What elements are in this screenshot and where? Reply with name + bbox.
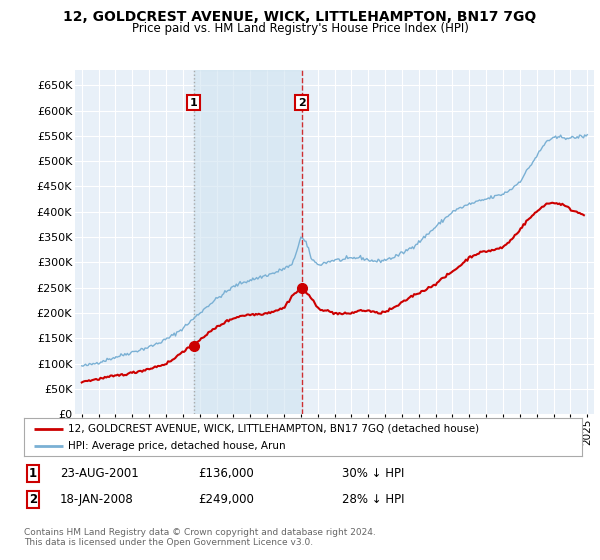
Text: 1: 1 [190,97,197,108]
Text: Price paid vs. HM Land Registry's House Price Index (HPI): Price paid vs. HM Land Registry's House … [131,22,469,35]
Text: £249,000: £249,000 [198,493,254,506]
Text: Contains HM Land Registry data © Crown copyright and database right 2024.
This d: Contains HM Land Registry data © Crown c… [24,528,376,547]
Text: 30% ↓ HPI: 30% ↓ HPI [342,466,404,480]
Text: 2: 2 [298,97,305,108]
Text: 23-AUG-2001: 23-AUG-2001 [60,466,139,480]
Bar [194,70,302,414]
Text: 12, GOLDCREST AVENUE, WICK, LITTLEHAMPTON, BN17 7GQ (detached house): 12, GOLDCREST AVENUE, WICK, LITTLEHAMPTO… [68,423,479,433]
Text: 28% ↓ HPI: 28% ↓ HPI [342,493,404,506]
Text: 1: 1 [29,466,37,480]
Text: 18-JAN-2008: 18-JAN-2008 [60,493,134,506]
Text: HPI: Average price, detached house, Arun: HPI: Average price, detached house, Arun [68,441,285,451]
Text: 12, GOLDCREST AVENUE, WICK, LITTLEHAMPTON, BN17 7GQ: 12, GOLDCREST AVENUE, WICK, LITTLEHAMPTO… [64,10,536,24]
Text: £136,000: £136,000 [198,466,254,480]
Text: 2: 2 [29,493,37,506]
